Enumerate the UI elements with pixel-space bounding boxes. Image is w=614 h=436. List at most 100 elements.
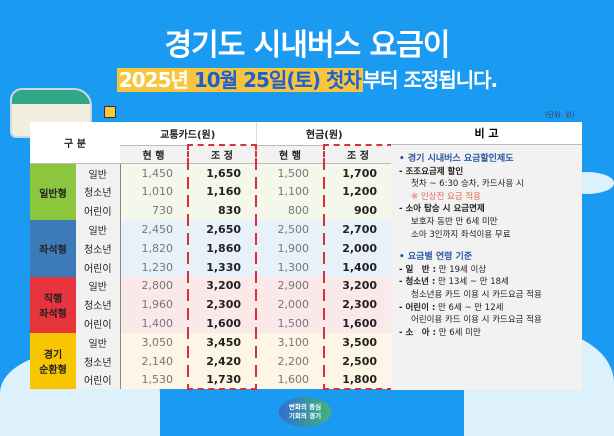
note-value: 만 6세 미만 [436,327,481,338]
passenger-type: 청소년 [76,295,121,315]
card-current: 1,450 [141,166,174,180]
table-row: 청소년 1,010 1,160 1,100 1,200 [30,182,393,202]
cash-current: 1,500 [277,166,310,180]
table-row: 어린이 1,230 1,330 1,300 1,400 [30,257,393,277]
table-row: 좌석형 일반 2,450 2,650 2,500 2,700 [30,220,393,277]
cash-adjusted: 900 [323,201,393,221]
header-category: 구 분 [30,122,120,165]
cash-adjusted: 1,800 [323,370,393,391]
logo-text: 기회의 경기 [288,412,322,420]
cash-current: 2,200 [277,354,310,368]
cash-adjusted: 1,200 [323,182,393,202]
card-adjusted: 1,730 [187,370,257,391]
card-adjusted: 1,860 [187,238,257,258]
note-key: - 소 아 : [399,327,436,338]
card-adjusted: 3,450 [187,332,257,352]
cash-current: 1,300 [277,260,310,274]
passenger-type: 일반 [76,332,121,352]
note-key: - 어린이 : [399,302,436,313]
unit-label: (단위: 원) [545,111,575,119]
cash-adjusted: 2,700 [323,220,393,239]
table-row: 일반형 일반 1,450 1,650 1,500 1,700 [30,163,393,221]
note-item: 보호자 동반 만 6세 미만 [411,216,498,227]
card-current: 730 [152,204,173,218]
note-item: 어린이용 카드 이용 시 카드요금 적용 [411,315,542,326]
table-row: 어린이 1,530 1,730 1,600 1,800 [30,370,393,391]
cash-current: 800 [288,204,309,218]
passenger-type: 일반 [76,220,121,239]
note-item: - 일 반 : 만 19세 이상 [399,264,582,277]
card-adjusted: 2,650 [187,220,257,239]
card-current: 2,140 [141,354,174,368]
card-current: 1,400 [141,317,174,331]
card-current: 1,960 [141,298,174,312]
cash-current: 1,100 [277,185,310,199]
gyeonggi-logo: 변화의 중심 기회의 경기 [279,397,331,427]
header-cash-adjusted: 조 정 [323,144,393,165]
card-adjusted: 1,650 [187,163,257,183]
note-item: - 조조요금제 할인 [399,166,464,177]
table-row: 직행 좌석형 일반 2,800 3,200 2,900 3,200 [30,276,393,333]
subtitle-rest: 부터 조정됩니다. [362,68,498,92]
card-adjusted: 2,420 [187,351,257,371]
cash-current: 2,000 [277,298,310,312]
fare-table: 구 분 교통카드(원) 현금(원) 현 행 조 정 현 행 조 정 일반형 일반 1… [30,122,393,391]
passenger-type: 어린이 [76,370,121,390]
cash-adjusted: 2,300 [323,295,393,315]
cash-current: 3,100 [277,335,310,349]
table-row: 청소년 1,820 1,860 1,900 2,000 [30,238,393,258]
header-cash: 현금(원) [256,122,392,146]
card-current: 2,450 [141,223,174,237]
table-row: 경기 순환형 일반 3,050 3,450 3,100 3,500 [30,332,393,390]
cash-adjusted: 3,200 [323,276,393,296]
header-card: 교통카드(원) [120,122,257,146]
note-value: 만 13세 ~ 만 18세 [435,277,509,288]
card-adjusted: 830 [187,201,257,221]
card-current: 1,010 [141,185,174,199]
card-current: 3,050 [141,335,174,349]
cash-adjusted: 2,500 [323,351,393,371]
note-item: - 소 아 : 만 6세 미만 [399,327,582,340]
cash-current: 1,500 [277,317,310,331]
cash-adjusted: 1,600 [323,314,393,333]
header-cash-current: 현 행 [256,145,324,165]
card-current: 1,820 [141,241,174,255]
note-item: 소아 3인까지 좌석이용 무료 [411,229,511,240]
note-item: 청소년용 카드 이용 시 카드요금 적용 [411,289,542,300]
card-adjusted: 3,200 [187,276,257,296]
passenger-type: 청소년 [76,351,121,371]
note-item: 첫차 ~ 6:30 승차, 카드사용 시 [411,179,524,190]
page-title: 경기도 시내버스 요금이 [164,28,451,63]
card-current: 1,530 [141,373,174,387]
cash-adjusted: 2,000 [323,238,393,258]
notes-section-age: • 요금별 연령 기준 [399,252,473,263]
cash-current: 1,600 [277,373,310,387]
passenger-type: 어린이 [76,201,121,221]
cash-adjusted: 3,500 [323,332,393,352]
card-adjusted: 2,300 [187,295,257,315]
table-row: 청소년 2,140 2,420 2,200 2,500 [30,351,393,371]
passenger-type: 어린이 [76,257,121,277]
note-key: - 청소년 : [399,277,436,288]
card-current: 1,230 [141,260,174,274]
table-row: 어린이 730 830 800 900 [30,201,393,221]
bus-type-label: 일반형 [30,163,76,221]
passenger-type: 청소년 [76,238,121,258]
logo-text: 변화의 중심 [288,403,322,411]
note-value: 만 6세 ~ 만 12세 [435,302,504,313]
cash-adjusted: 1,700 [323,163,393,183]
passenger-type: 일반 [76,163,121,183]
card-adjusted: 1,160 [187,182,257,202]
bus-type-label: 직행 좌석형 [30,276,76,333]
date-text: 10월 25일(토) 첫차 [193,68,362,92]
page-subtitle: 2025년 10월 25일(토) 첫차 부터 조정됩니다. [0,64,614,93]
bus-type-label: 경기 순환형 [30,332,76,390]
passenger-type: 청소년 [76,182,121,202]
date-highlight: 2025년 10월 25일(토) 첫차 [116,68,363,92]
note-item: - 소아 탑승 시 요금면제 [399,204,485,215]
passenger-type: 어린이 [76,314,121,333]
table-row: 청소년 1,960 2,300 2,000 2,300 [30,295,393,315]
bus-type-label: 좌석형 [30,220,76,277]
note-item: - 청소년 : 만 13세 ~ 만 18세 [399,276,582,289]
cash-current: 2,500 [277,223,310,237]
